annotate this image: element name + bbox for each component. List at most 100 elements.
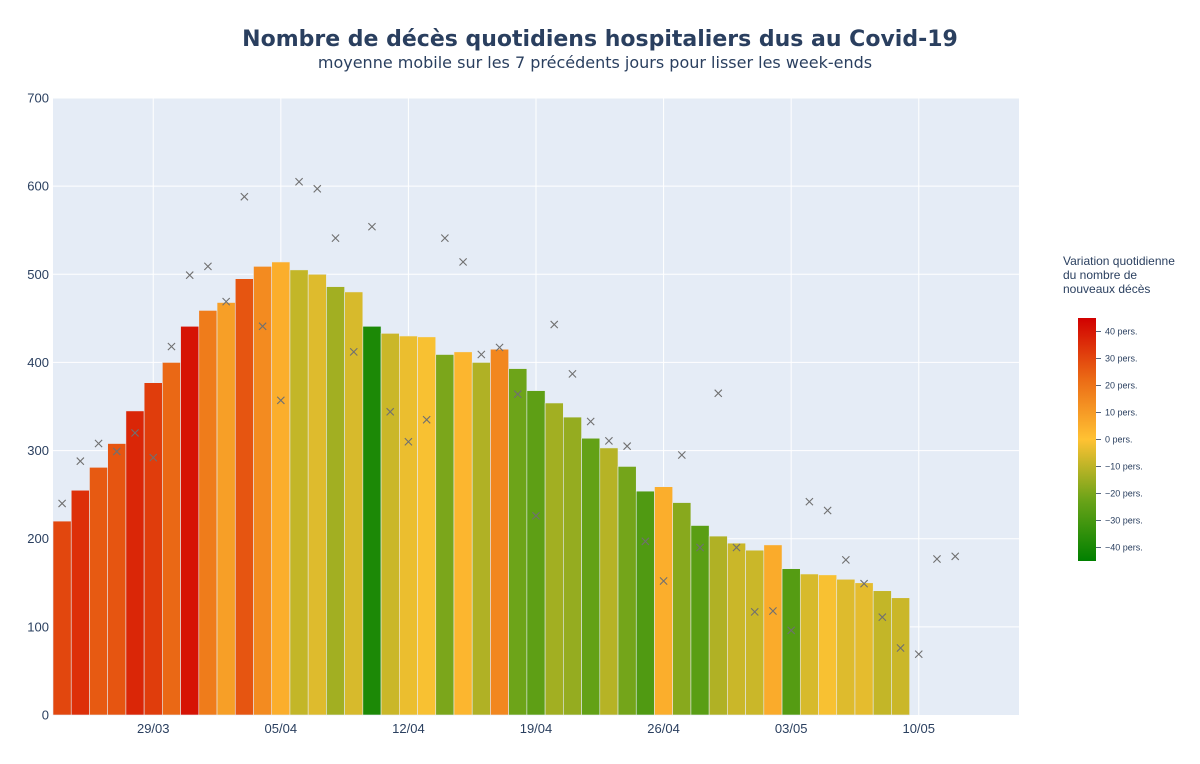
daily-death-marker <box>805 497 814 506</box>
y-tick-label: 500 <box>27 267 49 282</box>
bar <box>344 291 364 716</box>
daily-death-marker <box>878 613 887 622</box>
x-tick-label: 03/05 <box>775 721 808 736</box>
daily-death-marker <box>641 537 650 546</box>
colorbar-tick-label: 10 pers. <box>1105 408 1138 418</box>
scatter-series <box>58 177 960 659</box>
bar <box>490 348 509 716</box>
colorbar-tick-label: 40 pers. <box>1105 327 1138 337</box>
bar <box>399 335 418 716</box>
bar <box>599 447 619 716</box>
colorbar-title-line-2: du nombre de <box>1063 268 1137 282</box>
colorbar-tick-label: 20 pers. <box>1105 381 1138 391</box>
bar <box>799 573 819 716</box>
chart-subtitle: moyenne mobile sur les 7 précédents jour… <box>318 53 872 72</box>
bar <box>253 266 273 716</box>
bar <box>544 402 564 716</box>
bar <box>271 261 291 716</box>
bar-series <box>52 261 910 716</box>
daily-death-marker <box>951 552 960 561</box>
daily-death-marker <box>914 650 923 659</box>
daily-death-marker <box>131 428 140 437</box>
daily-death-marker <box>258 322 267 331</box>
daily-death-marker <box>677 450 686 459</box>
bar <box>307 273 327 716</box>
x-tick-label: 05/04 <box>265 721 298 736</box>
daily-death-marker <box>276 396 285 405</box>
daily-death-marker <box>823 506 832 515</box>
daily-death-marker <box>714 389 723 398</box>
bar <box>708 535 728 716</box>
daily-death-marker <box>185 271 194 280</box>
bar <box>52 520 72 716</box>
bar <box>617 466 637 716</box>
bar <box>654 486 673 716</box>
bar <box>143 382 163 716</box>
y-tick-label: 400 <box>27 355 49 370</box>
daily-death-marker <box>367 222 376 231</box>
daily-death-marker <box>167 342 176 351</box>
daily-death-marker <box>550 320 559 329</box>
daily-death-marker <box>750 607 759 616</box>
daily-death-marker <box>459 257 468 266</box>
daily-death-marker <box>732 543 741 552</box>
bar <box>198 310 218 716</box>
y-tick-label: 700 <box>27 91 49 106</box>
daily-death-marker <box>331 234 340 243</box>
daily-death-marker <box>76 457 85 466</box>
bar <box>362 325 382 716</box>
bar <box>672 502 692 716</box>
daily-death-marker <box>841 555 850 564</box>
daily-death-marker <box>532 511 540 520</box>
daily-death-marker <box>386 407 395 416</box>
daily-death-marker <box>295 177 304 186</box>
daily-death-marker <box>313 184 322 193</box>
y-tick-label: 100 <box>27 619 49 634</box>
daily-death-marker <box>659 577 668 586</box>
bar <box>872 590 892 716</box>
x-tick-label: 12/04 <box>392 721 425 736</box>
y-axis: 0 100 200 300 400 500 600 700 <box>27 91 49 723</box>
daily-death-marker <box>404 437 413 446</box>
daily-death-marker <box>94 439 103 448</box>
daily-death-marker <box>896 644 905 652</box>
colorbar-tick-label: 30 pers. <box>1105 354 1138 364</box>
daily-death-marker <box>623 442 632 451</box>
daily-death-marker <box>787 626 796 635</box>
bar <box>125 410 145 716</box>
daily-death-marker <box>203 262 212 271</box>
daily-death-marker <box>422 415 431 424</box>
x-tick-label: 26/04 <box>647 721 680 736</box>
daily-death-marker <box>222 297 231 306</box>
daily-death-marker <box>349 347 358 356</box>
bar <box>180 325 200 716</box>
bar <box>563 416 582 716</box>
bar <box>380 333 400 716</box>
bar <box>234 278 254 716</box>
daily-death-marker <box>860 579 869 588</box>
bar <box>289 269 309 716</box>
x-tick-label: 29/03 <box>137 721 170 736</box>
bar <box>727 542 746 716</box>
daily-death-marker <box>149 453 158 462</box>
daily-death-marker <box>240 192 249 201</box>
bar <box>107 443 127 716</box>
daily-death-marker <box>495 343 504 352</box>
bar <box>891 597 910 716</box>
bar <box>763 544 783 716</box>
colorbar-gradient <box>1078 318 1096 561</box>
daily-death-marker <box>696 543 705 552</box>
bar <box>162 362 181 716</box>
bar <box>854 582 874 716</box>
bar <box>471 362 491 716</box>
x-tick-label: 10/05 <box>902 721 935 736</box>
daily-death-marker <box>586 417 595 426</box>
y-tick-label: 600 <box>27 179 49 194</box>
x-tick-label: 19/04 <box>520 721 553 736</box>
bar <box>781 568 801 716</box>
colorbar-tick-label: −30 pers. <box>1105 516 1143 526</box>
bar <box>70 489 90 716</box>
colorbar-title-line-1: Variation quotidienne <box>1063 254 1175 268</box>
colorbar-tick-label: −10 pers. <box>1105 462 1143 472</box>
